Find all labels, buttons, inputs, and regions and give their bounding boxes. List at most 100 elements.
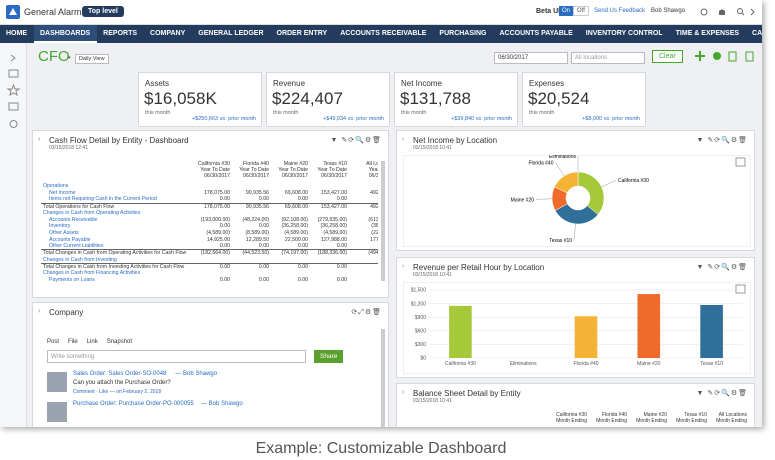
slice-label: California #30 — [618, 178, 649, 184]
widget-tools: ▼ ✎⟳🔍⚙🗑 — [696, 137, 748, 144]
cell: (92,108.00) — [281, 216, 308, 223]
column-header: Year To — [368, 167, 378, 173]
toggle-off[interactable]: Off — [573, 6, 589, 16]
row-label: Accounts Payable — [49, 236, 91, 243]
scrollbar — [381, 329, 385, 427]
cell: 153,427.00 — [321, 190, 347, 197]
x-tick-label: Texas #10 — [700, 361, 723, 367]
level-selector[interactable]: Top level — [82, 6, 124, 17]
post-title[interactable]: Sales Order: Sales Order-SO-0048 — [73, 371, 167, 377]
widget-timestamp: 03/15/2018 10:41 — [413, 398, 452, 404]
logo — [6, 5, 20, 19]
widget-title: Net Income by Location — [413, 136, 498, 145]
feedback-link[interactable]: Send Us Feedback — [594, 8, 646, 14]
y-tick-label: $300 — [415, 342, 426, 348]
bar — [700, 304, 723, 358]
cell: (494,39 — [349, 249, 378, 257]
app-name: General Alarm — [24, 7, 82, 17]
cell: 0.0 — [349, 277, 378, 284]
post-action[interactable]: Link — [86, 339, 98, 345]
table-row: Total Changes in Cash from Investing Act… — [41, 262, 378, 270]
nav-item[interactable]: CASH MANAGEMEN — [752, 30, 762, 37]
kpi-value: $20,524 — [528, 89, 590, 108]
cell: 0.0 — [349, 262, 378, 270]
screenshot: General Alarm Top level Beta UI On Off S… — [0, 0, 762, 427]
view-selector[interactable]: Daily View — [75, 54, 109, 64]
post-title[interactable]: Purchase Order: Purchase Order-PO-000055 — [73, 401, 194, 407]
clear-button[interactable]: Clear — [652, 50, 683, 63]
column-period: Month Ending — [716, 418, 747, 424]
cell: (44,523.50) — [232, 249, 271, 257]
nav-item[interactable]: DASHBOARDS — [34, 25, 98, 43]
post-action[interactable]: Post — [47, 339, 60, 345]
nav-item[interactable]: COMPANY — [150, 30, 186, 37]
nav-item[interactable]: REPORTS — [103, 30, 138, 37]
kpi-label: Revenue — [273, 79, 306, 88]
toggle-on[interactable]: On — [559, 6, 574, 16]
share-button[interactable]: Share — [314, 350, 344, 363]
y-tick-label: $0 — [420, 356, 426, 362]
nav-item[interactable]: HOME — [6, 30, 27, 37]
cell: (4,589.00) — [284, 230, 308, 237]
column-name: Maine #20 — [643, 412, 667, 418]
cell: (36,25 — [371, 223, 378, 230]
nav-item[interactable]: INVENTORY CONTROL — [585, 30, 663, 37]
column-period: Month Ending — [556, 418, 587, 424]
dashboard-title: CFO — [38, 48, 70, 65]
cell: 127,988.00 — [321, 236, 347, 243]
row-label: Changes in Cash from Investing — [43, 256, 117, 263]
table-row: Other Assets (4,589.00) (8,589.00) (4,589.0… — [41, 230, 378, 237]
post-meta: Comment · Like — on February 2, 2018 — [73, 389, 162, 395]
kpi-card: Expenses $20,524 this month +$8,000 vs. pri… — [522, 72, 646, 127]
sidebar — [0, 43, 27, 427]
post-action[interactable]: File — [68, 339, 78, 345]
cell: (4,589.00) — [206, 230, 230, 237]
column-header: 06/30/2017 — [204, 173, 230, 179]
cell: 22,500.00 — [284, 236, 308, 243]
nav-item[interactable]: ORDER ENTRY — [276, 30, 328, 37]
cell: (36,258.00) — [281, 223, 308, 230]
column-header: Year To Date — [239, 167, 269, 173]
user-name[interactable]: Bob Shawgo — [651, 8, 686, 14]
table-row: Inventory 0.00 0.00 (36,258.00) (36,258.00) (… — [41, 223, 378, 230]
location-select[interactable]: All locations — [571, 52, 645, 64]
cell: (36,258.00) — [320, 223, 347, 230]
nav-item[interactable]: ACCOUNTS PAYABLE — [499, 30, 573, 37]
nav-item[interactable]: GENERAL LEDGER — [198, 30, 264, 37]
table-row: Operations — [41, 183, 378, 190]
column-header: Year To Date — [317, 167, 347, 173]
column-period: Month Ending — [636, 418, 667, 424]
row-label: Other Current Liabilities — [49, 243, 104, 250]
nav-item[interactable]: ACCOUNTS RECEIVABLE — [340, 30, 427, 37]
cell: 0.00 — [219, 243, 230, 250]
nav-item[interactable]: PURCHASING — [439, 30, 487, 37]
top-bar: General Alarm Top level Beta UI On Off S… — [0, 0, 762, 25]
y-tick-label: $1,200 — [411, 301, 427, 307]
post-input[interactable]: Write something — [47, 350, 306, 363]
row-label: Total Operations for Cash Flow — [41, 202, 193, 210]
cell: 0.00 — [219, 276, 230, 283]
net-income-widget: › Net Income by Location 03/15/2018 10:4… — [396, 130, 755, 251]
cell: 0.00 — [336, 243, 347, 250]
cell: 492,02 — [349, 202, 378, 210]
cell: 0.00 — [193, 262, 232, 270]
row-label: Accounts Receivable — [49, 216, 98, 223]
slice-label: Florida #40 — [528, 161, 553, 167]
table-row: Changes in Cash from Investing — [41, 257, 378, 264]
kpi-label: Expenses — [529, 79, 565, 88]
header-row: California #30 Florida #40 Maine #20 Texas … — [41, 161, 378, 167]
nav-item[interactable]: TIME & EXPENSES — [675, 30, 740, 37]
x-tick-label: Eliminations — [510, 361, 537, 367]
column-header: California #30 Month Ending — [547, 412, 587, 424]
cell: 0.00 — [336, 276, 347, 283]
cell: 0.00 — [297, 243, 308, 250]
post-action[interactable]: Snapshot — [106, 339, 133, 345]
cell: 69,608.00 — [284, 190, 308, 197]
date-input[interactable]: 06/30/2017 — [494, 52, 568, 64]
cell: 0.00 — [258, 223, 269, 230]
company-widget: › Company ⟳⤢⚙🗑 Post File Link Snapshot Writ… — [32, 302, 389, 427]
x-tick-label: California #30 — [445, 361, 476, 367]
cell: 178,075.00 — [204, 190, 230, 197]
kpi-change: +$49,934 vs. prior month — [323, 116, 384, 122]
